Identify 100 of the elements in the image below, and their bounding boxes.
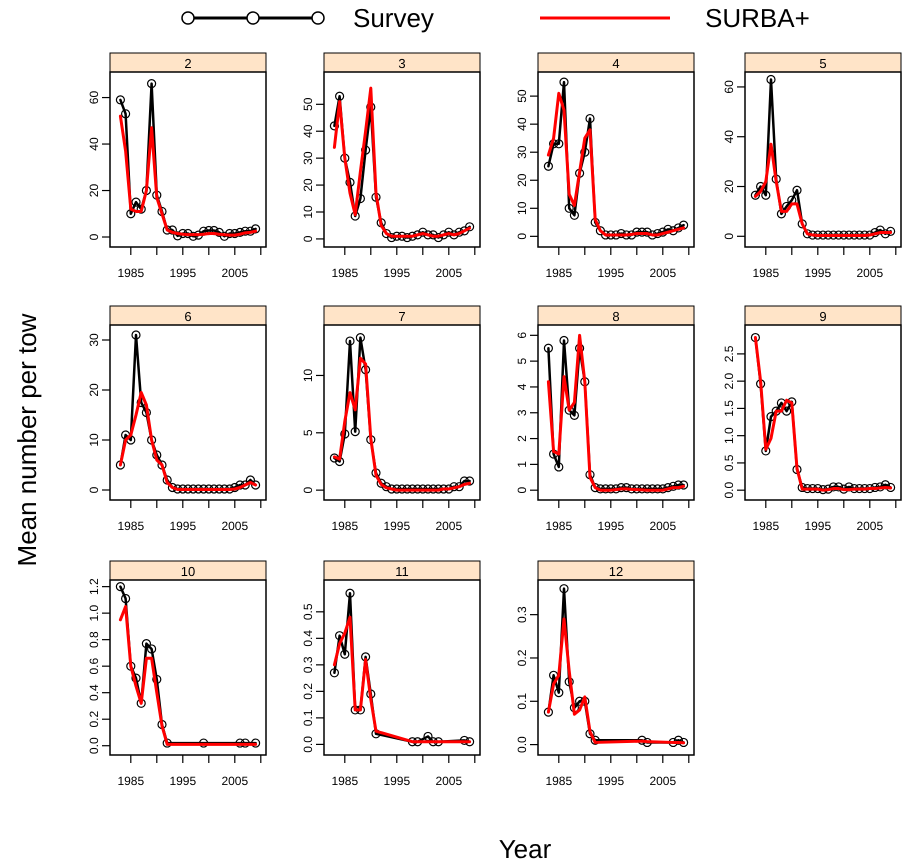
x-tick-label: 1985 — [331, 519, 358, 533]
point — [183, 484, 193, 494]
y-tick-label: 40 — [515, 117, 529, 131]
point — [147, 435, 156, 445]
x-tick-label: 2005 — [435, 519, 462, 533]
point — [439, 230, 448, 240]
point — [423, 230, 433, 240]
point — [679, 738, 688, 748]
y-tick-label: 0.3 — [301, 656, 315, 674]
y-tick-label: 40 — [722, 130, 736, 144]
point — [335, 92, 344, 101]
chart-title: 3 — [398, 56, 406, 71]
x-tick-label: 1995 — [597, 519, 624, 533]
point — [674, 223, 683, 233]
point — [580, 377, 590, 386]
y-tick-label: 10 — [515, 201, 529, 215]
y-tick-label: 10 — [301, 205, 315, 219]
point — [131, 674, 141, 683]
point — [590, 218, 600, 227]
point — [408, 484, 417, 494]
point — [663, 483, 673, 492]
point — [214, 484, 224, 494]
point — [658, 484, 668, 494]
point — [870, 482, 880, 492]
point — [865, 484, 874, 494]
y-tick-label: 3 — [515, 409, 529, 416]
point — [330, 668, 339, 678]
y-tick-label: 0.2 — [301, 682, 315, 700]
point — [330, 453, 339, 463]
point — [121, 594, 130, 604]
point — [235, 228, 245, 237]
point — [345, 178, 355, 187]
point — [554, 139, 564, 148]
point — [880, 229, 890, 238]
y-tick-label: 10 — [87, 433, 101, 447]
point — [392, 484, 402, 494]
y-tick-label: 0.4 — [301, 630, 315, 647]
point — [564, 677, 574, 686]
point — [136, 698, 146, 708]
point — [590, 483, 600, 492]
point — [157, 460, 167, 470]
point — [340, 154, 350, 163]
chart-title: 12 — [608, 564, 624, 579]
point — [371, 468, 381, 478]
chart-title: 4 — [612, 56, 620, 71]
point — [808, 230, 818, 240]
point — [152, 674, 162, 684]
x-tick-label: 2005 — [856, 266, 884, 280]
point — [653, 484, 662, 494]
y-tick-label: 50 — [515, 89, 529, 103]
point — [585, 114, 595, 124]
y-tick-label: 2.0 — [722, 372, 736, 390]
point — [616, 483, 626, 492]
point — [544, 708, 553, 717]
y-tick-label: 60 — [87, 90, 101, 104]
point — [601, 484, 610, 494]
point — [382, 228, 391, 238]
y-tick-label: 1 — [515, 460, 529, 468]
point — [408, 232, 417, 241]
point — [850, 484, 859, 494]
y-tick-label: 0.0 — [722, 482, 736, 499]
point — [387, 484, 396, 494]
point — [330, 121, 339, 130]
point — [850, 230, 859, 240]
point — [844, 482, 854, 492]
y-tick-label: 20 — [515, 173, 529, 187]
x-tick-label: 1985 — [117, 519, 144, 533]
point — [251, 224, 260, 234]
point — [575, 168, 584, 178]
x-tick-label: 1985 — [117, 774, 144, 788]
point — [345, 336, 355, 346]
point — [340, 429, 350, 439]
point — [648, 230, 657, 240]
point — [147, 79, 156, 88]
y-tick-label: 40 — [87, 137, 101, 151]
point — [188, 484, 198, 494]
point — [653, 228, 662, 238]
chart-title: 11 — [395, 564, 409, 579]
y-tick-label: 10 — [301, 368, 315, 382]
point — [199, 738, 208, 748]
x-tick-label: 1985 — [545, 266, 572, 280]
point — [168, 225, 177, 235]
y-tick-label: 20 — [722, 180, 736, 194]
point — [449, 482, 459, 492]
point — [668, 226, 678, 236]
point — [865, 230, 874, 240]
x-tick-label: 1995 — [169, 519, 196, 533]
chart-title: 5 — [819, 56, 827, 71]
point — [601, 230, 610, 240]
point — [824, 484, 833, 494]
point — [828, 482, 838, 492]
point — [642, 228, 652, 237]
x-tick-label: 1995 — [383, 266, 410, 280]
legend-label: SURBA+ — [705, 3, 810, 33]
point — [585, 470, 595, 480]
point — [854, 230, 864, 240]
point — [251, 480, 260, 490]
point — [173, 484, 182, 494]
x-tick-label: 1985 — [331, 774, 358, 788]
y-tick-label: 1.2 — [87, 578, 101, 595]
